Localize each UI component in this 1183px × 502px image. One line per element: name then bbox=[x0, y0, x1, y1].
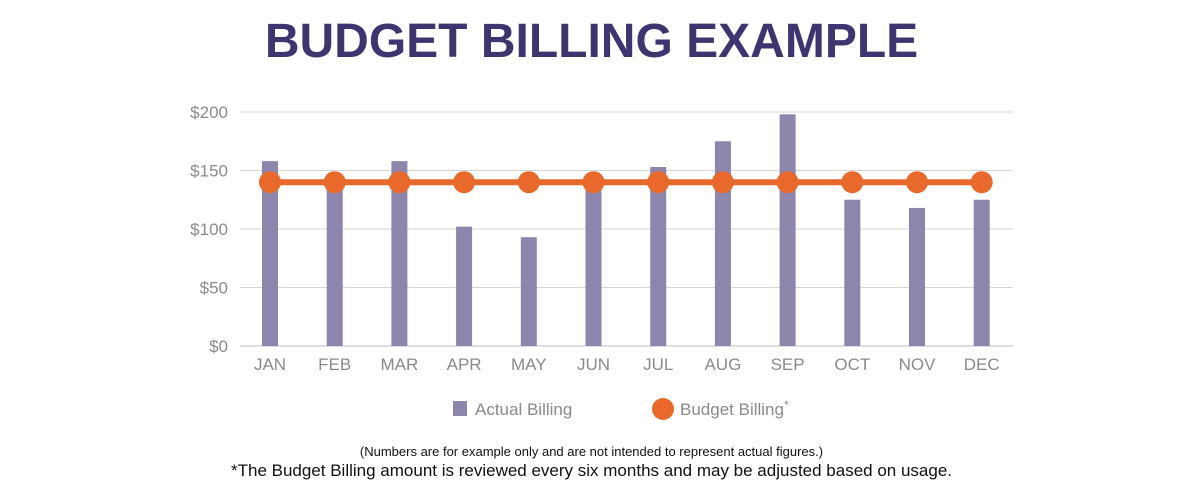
bar-actual-feb bbox=[326, 182, 343, 346]
legend-swatch-actual bbox=[453, 401, 467, 416]
bar-actual-mar bbox=[391, 161, 408, 346]
x-tick-label: SEP bbox=[771, 355, 805, 374]
bar-actual-oct bbox=[844, 199, 861, 346]
budget-billing-series bbox=[259, 171, 993, 194]
point-budget-aug bbox=[711, 171, 734, 194]
bar-actual-may bbox=[520, 237, 537, 346]
gridlines bbox=[240, 111, 1013, 347]
chart-title: BUDGET BILLING EXAMPLE bbox=[264, 15, 919, 68]
point-budget-jan bbox=[259, 171, 281, 194]
bar-actual-sep bbox=[779, 114, 796, 346]
point-budget-sep bbox=[776, 171, 799, 194]
x-tick-label: JUN bbox=[577, 355, 610, 374]
legend-swatch-budget bbox=[652, 398, 674, 420]
point-budget-jul bbox=[647, 171, 670, 194]
footnote: *The Budget Billing amount is reviewed e… bbox=[230, 461, 953, 480]
point-budget-jun bbox=[582, 171, 605, 194]
legend-label-budget-text: Budget Billing bbox=[680, 400, 784, 419]
bar-actual-apr bbox=[456, 226, 473, 346]
bar-actual-jun bbox=[585, 182, 602, 346]
point-budget-may bbox=[517, 171, 540, 194]
x-tick-label: JUL bbox=[643, 355, 673, 374]
legend-label-actual: Actual Billing bbox=[475, 400, 572, 419]
x-tick-label: MAR bbox=[381, 355, 419, 374]
point-budget-oct bbox=[841, 171, 864, 194]
y-tick-label: $0 bbox=[209, 337, 228, 356]
x-tick-label: JAN bbox=[254, 355, 286, 374]
point-budget-feb bbox=[323, 171, 346, 194]
x-tick-label: OCT bbox=[834, 355, 870, 374]
legend: Actual Billing Budget Billing* bbox=[453, 398, 789, 420]
bar-actual-dec bbox=[973, 199, 990, 346]
point-budget-mar bbox=[388, 171, 411, 194]
point-budget-dec bbox=[970, 171, 993, 194]
y-axis-tick-labels: $0 $50 $100 $150 $200 bbox=[190, 103, 228, 356]
x-tick-label: NOV bbox=[899, 355, 937, 374]
point-budget-nov bbox=[906, 171, 928, 194]
actual-billing-bars bbox=[262, 114, 990, 346]
y-tick-label: $50 bbox=[200, 279, 228, 298]
x-tick-label: FEB bbox=[318, 355, 351, 374]
y-tick-label: $100 bbox=[190, 220, 228, 239]
x-tick-label: AUG bbox=[704, 355, 741, 374]
y-tick-label: $200 bbox=[190, 103, 228, 122]
x-tick-label: APR bbox=[447, 355, 482, 374]
x-axis-tick-labels: JAN FEB MAR APR MAY JUN JUL AUG SEP OCT NOV DEC bbox=[254, 355, 1000, 374]
legend-label-budget: Budget Billing* bbox=[680, 398, 789, 419]
x-tick-label: DEC bbox=[964, 355, 1000, 374]
bar-actual-jan bbox=[262, 161, 278, 346]
disclaimer-note: (Numbers are for example only and are no… bbox=[359, 444, 824, 459]
legend-label-budget-asterisk: * bbox=[784, 398, 789, 412]
bar-actual-jul bbox=[650, 166, 667, 346]
bar-actual-nov bbox=[909, 207, 925, 346]
x-tick-label: MAY bbox=[511, 355, 547, 374]
point-budget-apr bbox=[453, 171, 476, 194]
y-tick-label: $150 bbox=[190, 162, 228, 181]
